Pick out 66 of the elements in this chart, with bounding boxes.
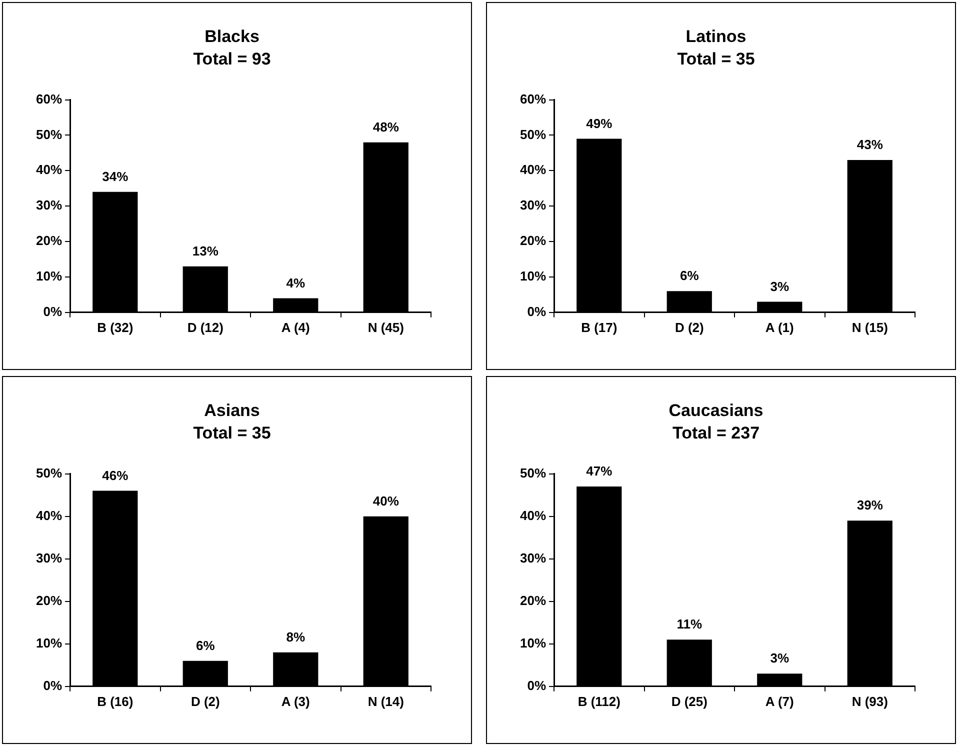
chart-title: Caucasians — [668, 400, 764, 420]
data-label: 43% — [856, 137, 884, 152]
x-tick-label: B (17) — [581, 320, 618, 335]
y-tick-label: 60% — [520, 91, 546, 106]
data-label: 6% — [680, 268, 700, 284]
data-label: 48% — [372, 119, 400, 134]
data-label: 40% — [372, 493, 400, 508]
y-tick-label: 40% — [520, 162, 546, 178]
y-tick-label: 10% — [520, 268, 546, 284]
data-label: 13% — [192, 243, 219, 258]
x-tick-label: N (45) — [368, 320, 404, 335]
chart-subtitle: Total = 35 — [193, 423, 271, 442]
y-tick-label: 10% — [36, 635, 62, 650]
data-label: 34% — [102, 169, 129, 184]
data-label: 49% — [586, 116, 613, 131]
y-tick-label: 50% — [36, 465, 62, 480]
data-label: 47% — [586, 464, 613, 479]
data-label: 11% — [676, 616, 702, 632]
x-tick-label: N (14) — [368, 694, 404, 709]
y-tick-label: 50% — [36, 126, 62, 142]
x-tick-label: N (93) — [852, 694, 888, 709]
y-tick-label: 20% — [36, 592, 62, 608]
y-tick-label: 20% — [520, 592, 546, 608]
data-label: 8% — [286, 629, 306, 644]
x-tick-label: D (2) — [190, 694, 220, 709]
y-tick-label: 20% — [36, 233, 62, 248]
x-tick-label: D (12) — [187, 320, 224, 335]
chart-title: Blacks — [204, 26, 260, 46]
chart-subtitle: Total = 93 — [193, 49, 271, 68]
x-tick-label: B (32) — [97, 320, 134, 335]
chart-title: Latinos — [686, 26, 746, 46]
y-tick-label: 0% — [527, 304, 546, 319]
data-label: 3% — [770, 278, 790, 294]
x-tick-label: D (2) — [674, 320, 704, 335]
x-tick-label: A (1) — [765, 320, 794, 335]
y-tick-label: 10% — [520, 635, 546, 650]
x-tick-label: D (25) — [671, 694, 708, 709]
x-tick-label: N (15) — [852, 320, 888, 335]
data-label: 3% — [770, 650, 790, 666]
y-tick-label: 10% — [36, 268, 62, 284]
x-tick-label: B (16) — [97, 694, 134, 709]
y-tick-label: 50% — [520, 465, 546, 480]
y-tick-label: 0% — [43, 304, 62, 319]
x-tick-label: A (4) — [281, 320, 310, 335]
y-tick-label: 60% — [36, 91, 62, 106]
y-tick-label: 30% — [36, 550, 62, 566]
data-label: 4% — [286, 275, 306, 290]
y-tick-label: 30% — [36, 198, 62, 213]
data-label: 6% — [196, 638, 216, 653]
chart-subtitle: Total = 35 — [677, 49, 755, 68]
y-tick-label: 50% — [520, 126, 546, 142]
y-tick-label: 30% — [520, 550, 546, 566]
chart-title: Asians — [204, 400, 260, 420]
data-label: 39% — [856, 498, 884, 513]
x-tick-label: B (112) — [578, 694, 620, 709]
y-tick-label: 40% — [36, 162, 62, 178]
y-tick-label: 0% — [43, 678, 62, 693]
y-tick-label: 0% — [527, 678, 546, 693]
y-tick-label: 40% — [36, 508, 62, 523]
x-tick-label: A (3) — [281, 694, 310, 709]
x-tick-label: A (7) — [765, 694, 794, 709]
y-tick-label: 20% — [520, 233, 546, 248]
data-label: 46% — [102, 468, 129, 483]
y-tick-label: 40% — [520, 508, 546, 523]
chart-subtitle: Total = 237 — [672, 423, 760, 442]
y-tick-label: 30% — [520, 198, 546, 213]
